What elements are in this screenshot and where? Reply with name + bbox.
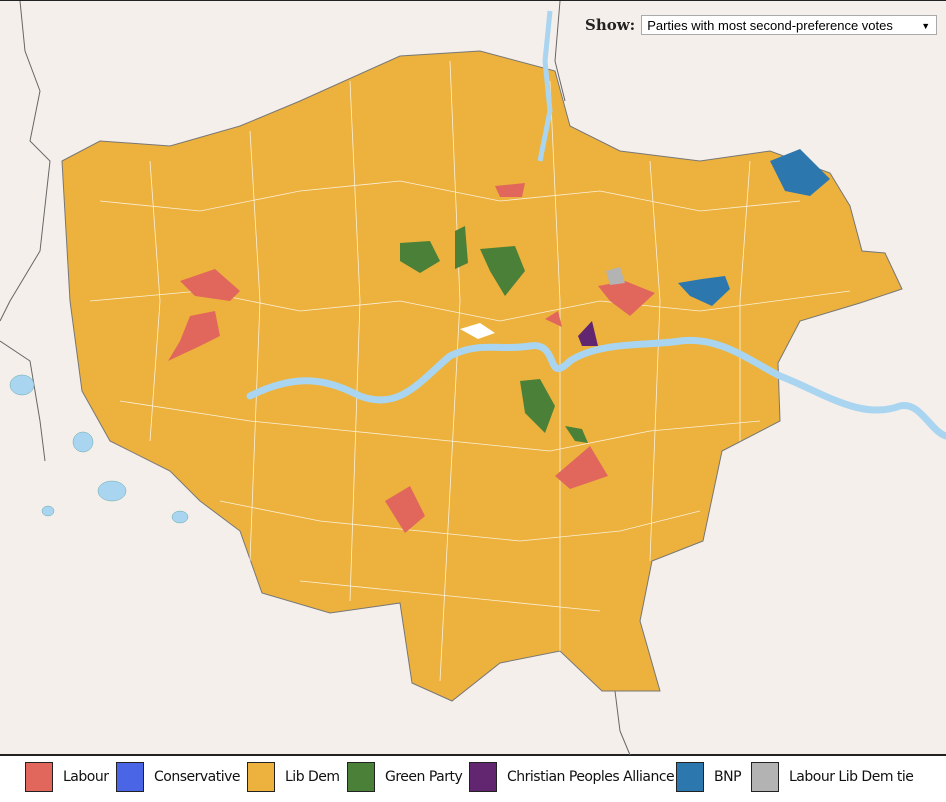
ward-labour — [180, 269, 240, 301]
river-lea — [537, 10, 553, 162]
ward-labour — [555, 446, 608, 489]
ward-labour — [598, 281, 655, 316]
legend-swatch — [25, 762, 53, 792]
reservoirs — [9, 374, 189, 524]
ward-green — [520, 379, 555, 433]
legend-label: Christian Peoples Alliance — [507, 769, 675, 785]
ward-labour — [385, 486, 425, 533]
legend-swatch — [469, 762, 497, 792]
ward-tie — [606, 267, 625, 285]
ward-green — [480, 246, 525, 296]
legend-swatch — [347, 762, 375, 792]
legend-swatch — [751, 762, 779, 792]
ward-green — [455, 226, 468, 269]
dropdown-arrow-icon: ▼ — [921, 21, 931, 31]
greater-london-area — [61, 50, 903, 702]
ward-labour — [168, 311, 220, 361]
legend: Labour Conservative Lib Dem Green Party … — [0, 760, 946, 800]
legend-label: BNP — [714, 769, 742, 785]
ward-boundaries — [89, 60, 851, 682]
legend-item-conservative: Conservative — [116, 762, 241, 792]
river-thames — [246, 336, 946, 440]
ward-cpa — [578, 321, 598, 346]
ward-bnp — [770, 149, 830, 196]
legend-item-lib-dem: Lib Dem — [247, 762, 340, 792]
ward-labour — [545, 311, 562, 327]
show-control: Show: Parties with most second-preferenc… — [585, 15, 938, 35]
legend-item-cpa: Christian Peoples Alliance — [469, 762, 675, 792]
ward-green — [400, 241, 440, 273]
london-ward-map[interactable]: Show: Parties with most second-preferenc… — [0, 0, 946, 756]
legend-swatch — [116, 762, 144, 792]
legend-item-green: Green Party — [347, 762, 463, 792]
legend-label: Labour Lib Dem tie — [789, 769, 914, 785]
legend-label: Green Party — [385, 769, 463, 785]
legend-swatch — [247, 762, 275, 792]
legend-item-tie: Labour Lib Dem tie — [751, 762, 914, 792]
show-select-value: Parties with most second-preference vote… — [647, 18, 893, 33]
legend-label: Lib Dem — [285, 769, 340, 785]
county-boundary-north — [554, 1, 566, 102]
ward-green — [565, 426, 588, 443]
ward-labour — [495, 183, 525, 197]
legend-item-labour: Labour — [25, 762, 109, 792]
legend-label: Labour — [63, 769, 109, 785]
legend-item-bnp: BNP — [676, 762, 742, 792]
city-of-london — [460, 323, 495, 339]
legend-swatch — [676, 762, 704, 792]
show-label: Show: — [585, 16, 636, 34]
borough-boundary-west — [0, 1, 51, 462]
show-select[interactable]: Parties with most second-preference vote… — [641, 15, 938, 35]
legend-label: Conservative — [154, 769, 241, 785]
county-boundary-south — [614, 690, 631, 755]
ward-bnp — [678, 276, 730, 306]
